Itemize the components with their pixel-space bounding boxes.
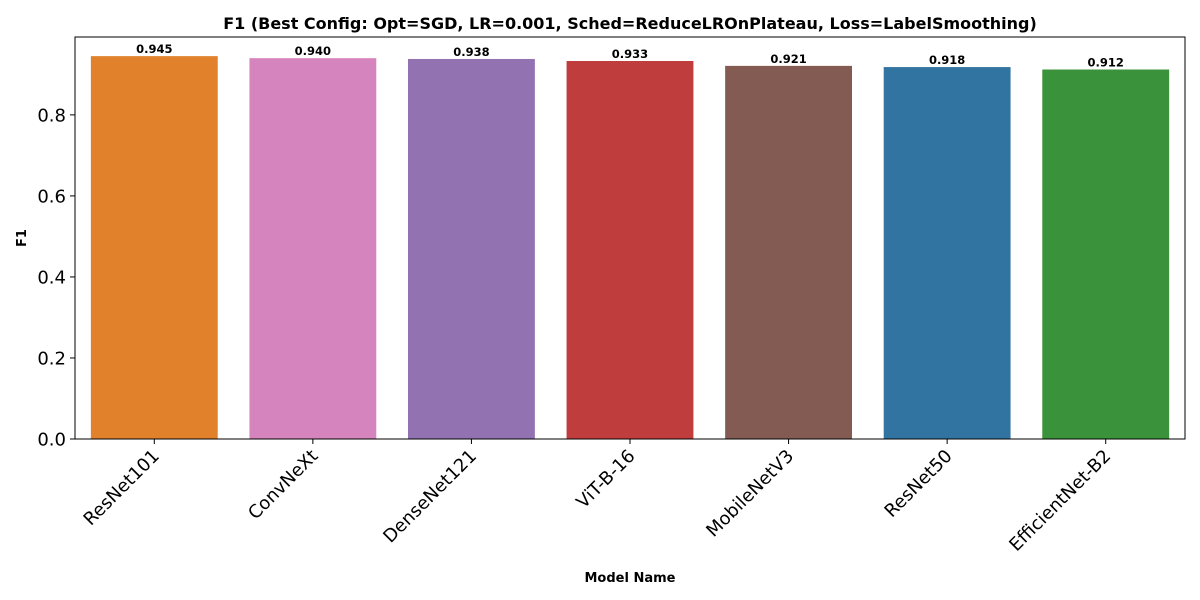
y-tick-label: 0.8 (37, 105, 66, 126)
plot-frame (74, 36, 1186, 440)
bar-resnet101 (90, 56, 218, 439)
chart-title: F1 (Best Config: Opt=SGD, LR=0.001, Sche… (223, 14, 1037, 33)
bar-mobilenetv3 (725, 65, 852, 440)
bar-efficientnet-b2 (1042, 69, 1170, 439)
x-axis-title: Model Name (585, 571, 676, 586)
bar-resnet50 (883, 67, 1011, 439)
y-axis: 0.0 0.2 0.4 0.6 0.8 (37, 105, 75, 451)
x-tick-label: ViT-B-16 (572, 446, 639, 513)
x-tick-label: EfficientNet-B2 (1005, 446, 1115, 556)
y-tick-label: 0.0 (37, 430, 66, 451)
bars-layer (90, 56, 1170, 440)
y-tick-label: 0.2 (37, 348, 66, 369)
data-label: 0.940 (295, 44, 331, 58)
data-label: 0.945 (136, 42, 172, 56)
data-labels-layer: 0.945 0.940 0.938 0.933 0.921 0.918 0.912 (136, 42, 1124, 69)
y-axis-title: F1 (15, 229, 30, 247)
x-tick-label: ResNet50 (881, 446, 957, 522)
data-label: 0.912 (1088, 56, 1124, 70)
bar-convnext (249, 58, 377, 440)
bar-vit-b-16 (566, 61, 694, 439)
bar-densenet121 (408, 58, 535, 439)
x-tick-label: ConvNeXt (244, 446, 322, 524)
y-tick-label: 0.4 (37, 267, 66, 288)
x-tick-label: DenseNet121 (379, 446, 481, 548)
x-tick-label: ResNet101 (80, 446, 164, 530)
data-label: 0.918 (929, 53, 965, 67)
x-tick-label: MobileNetV3 (702, 446, 798, 542)
data-label: 0.938 (453, 45, 489, 59)
data-label: 0.933 (612, 47, 648, 61)
data-label: 0.921 (770, 52, 806, 66)
x-axis: ResNet101 ConvNeXt DenseNet121 ViT-B-16 Mobi… (80, 439, 1115, 556)
y-tick-label: 0.6 (37, 186, 66, 207)
